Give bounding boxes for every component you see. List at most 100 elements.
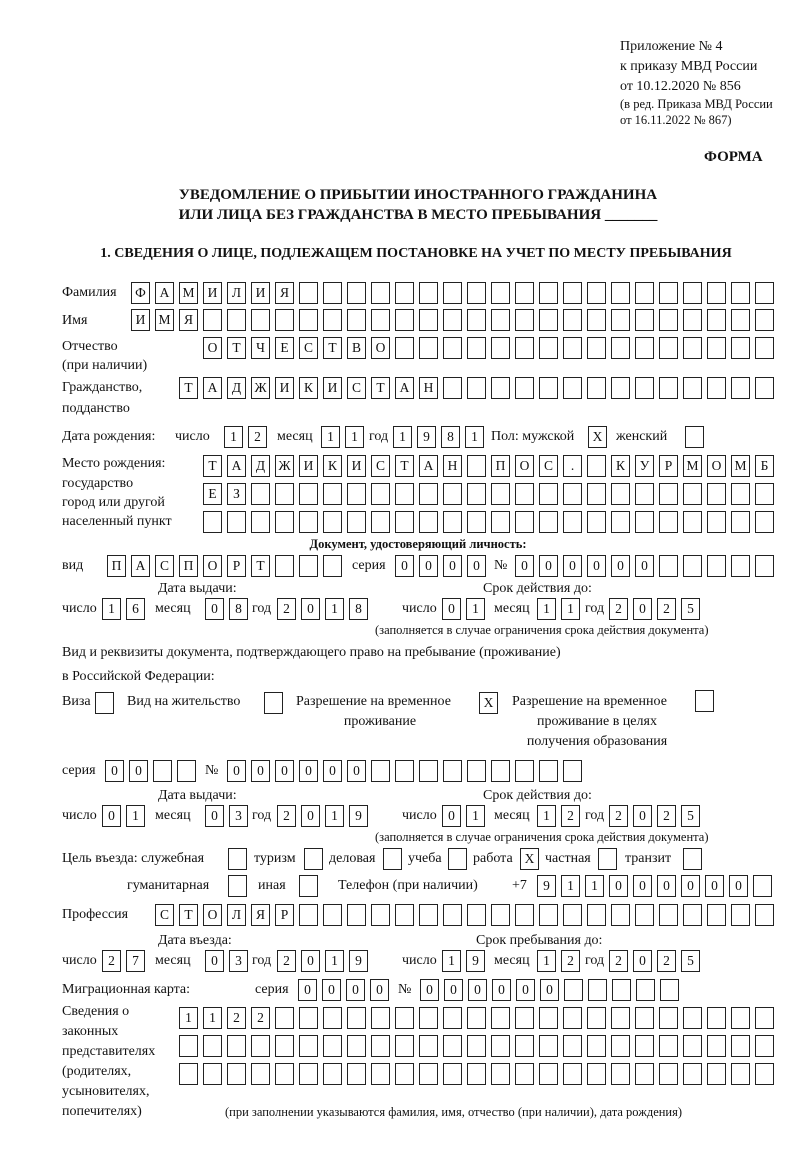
char-box[interactable] [563,377,582,399]
char-box[interactable] [563,1063,582,1085]
char-box[interactable] [203,309,222,331]
char-box[interactable]: 0 [298,979,317,1001]
char-box[interactable]: 8 [229,598,248,620]
char-box[interactable]: 1 [224,426,243,448]
char-box[interactable]: О [371,337,390,359]
char-box[interactable] [587,309,606,331]
char-box[interactable]: М [155,309,174,331]
char-box[interactable]: 8 [441,426,460,448]
checkbox-cell[interactable] [95,692,114,714]
char-box[interactable] [323,282,342,304]
char-box[interactable]: 2 [277,950,296,972]
char-box[interactable]: 8 [349,598,368,620]
char-box[interactable] [203,1035,222,1057]
char-box[interactable]: 0 [515,555,534,577]
char-box[interactable] [443,511,462,533]
char-box[interactable] [707,555,726,577]
char-box[interactable]: 1 [393,426,412,448]
char-box[interactable] [227,1035,246,1057]
char-box[interactable] [419,904,438,926]
char-box[interactable] [467,760,486,782]
char-box[interactable]: 1 [561,875,580,897]
char-box[interactable] [683,511,702,533]
char-box[interactable] [731,555,750,577]
char-box[interactable]: 3 [229,805,248,827]
purpose-work-checkbox[interactable]: X [520,848,539,870]
char-box[interactable]: А [419,455,438,477]
char-box[interactable]: Т [371,377,390,399]
char-box[interactable]: 0 [443,555,462,577]
char-box[interactable] [371,1007,390,1029]
char-box[interactable]: 0 [442,598,461,620]
char-box[interactable] [491,904,510,926]
char-box[interactable]: П [179,555,198,577]
char-box[interactable] [564,979,583,1001]
char-box[interactable]: Т [179,377,198,399]
char-box[interactable] [491,282,510,304]
char-box[interactable] [683,1063,702,1085]
char-box[interactable] [563,309,582,331]
char-box[interactable]: О [707,455,726,477]
checkbox-cell[interactable]: X [520,848,539,870]
checkbox-cell[interactable] [299,875,318,897]
sex-female-checkbox[interactable] [685,426,704,448]
char-box[interactable] [612,979,631,1001]
char-box[interactable] [515,337,534,359]
char-box[interactable] [635,1063,654,1085]
char-box[interactable] [755,1007,774,1029]
char-box[interactable] [563,483,582,505]
char-box[interactable]: 0 [370,979,389,1001]
char-box[interactable] [395,483,414,505]
char-box[interactable]: 1 [585,875,604,897]
char-box[interactable] [371,309,390,331]
char-box[interactable]: 9 [349,805,368,827]
char-box[interactable]: С [299,337,318,359]
char-box[interactable] [611,282,630,304]
char-box[interactable]: Б [755,455,774,477]
char-box[interactable] [371,511,390,533]
char-box[interactable]: 1 [442,950,461,972]
char-box[interactable] [659,904,678,926]
char-box[interactable] [419,483,438,505]
sex-male-checkbox[interactable]: X [588,426,607,448]
char-box[interactable]: 1 [321,426,340,448]
char-box[interactable]: 0 [633,875,652,897]
char-box[interactable] [635,1007,654,1029]
char-box[interactable] [707,309,726,331]
char-box[interactable] [347,309,366,331]
checkbox-cell[interactable] [683,848,702,870]
char-box[interactable] [323,904,342,926]
char-box[interactable] [659,1035,678,1057]
char-box[interactable] [467,1007,486,1029]
char-box[interactable] [491,1007,510,1029]
char-box[interactable]: А [155,282,174,304]
char-box[interactable]: И [299,455,318,477]
char-box[interactable]: 0 [609,875,628,897]
char-box[interactable]: Р [659,455,678,477]
char-box[interactable]: 5 [681,598,700,620]
char-box[interactable]: К [299,377,318,399]
char-box[interactable] [755,282,774,304]
char-box[interactable]: Е [203,483,222,505]
char-box[interactable] [563,760,582,782]
char-box[interactable] [395,904,414,926]
char-box[interactable] [731,337,750,359]
char-box[interactable]: 0 [657,875,676,897]
char-box[interactable] [659,1063,678,1085]
char-box[interactable]: 1 [466,598,485,620]
char-box[interactable] [443,1063,462,1085]
char-box[interactable]: М [179,282,198,304]
char-box[interactable]: 1 [203,1007,222,1029]
edu-permit-checkbox[interactable] [695,690,714,712]
char-box[interactable]: 0 [633,598,652,620]
char-box[interactable]: Я [251,904,270,926]
char-box[interactable] [275,555,294,577]
visa-checkbox[interactable] [95,692,114,714]
